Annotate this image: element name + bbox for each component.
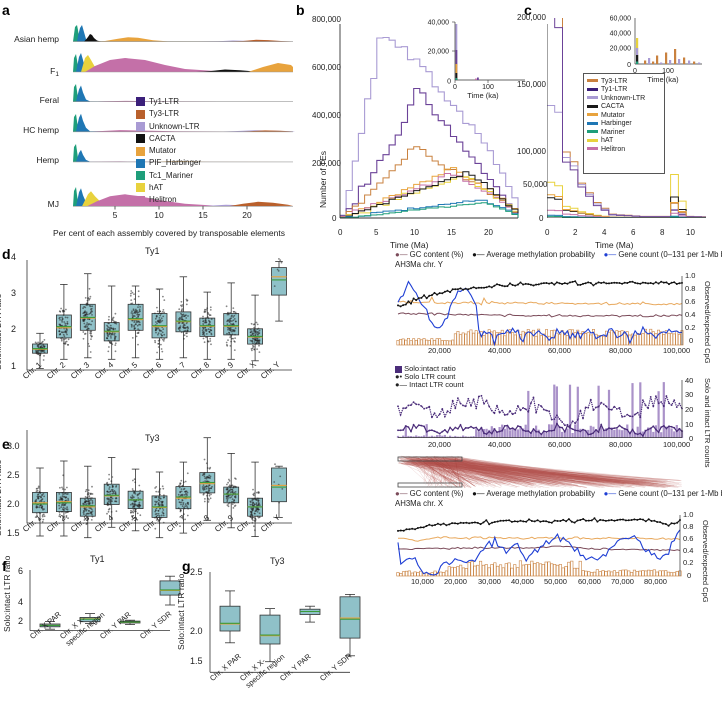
- svg-text:20,000: 20,000: [610, 46, 632, 53]
- svg-text:Time (ka): Time (ka): [467, 91, 499, 100]
- svg-text:10: 10: [154, 210, 164, 220]
- svg-text:20,000: 20,000: [428, 49, 450, 56]
- svg-text:0: 0: [453, 84, 457, 91]
- svg-text:20: 20: [242, 210, 252, 220]
- svg-text:0: 0: [447, 79, 451, 86]
- svg-text:5: 5: [113, 210, 118, 220]
- svg-text:15: 15: [198, 210, 208, 220]
- svg-text:100: 100: [482, 84, 494, 91]
- svg-text:0: 0: [633, 68, 637, 75]
- svg-text:Time (ka): Time (ka): [647, 75, 679, 84]
- svg-text:0: 0: [627, 62, 631, 69]
- svg-text:100: 100: [662, 68, 674, 75]
- svg-text:40,000: 40,000: [428, 20, 450, 27]
- svg-text:60,000: 60,000: [610, 16, 632, 23]
- svg-text:40,000: 40,000: [610, 31, 632, 38]
